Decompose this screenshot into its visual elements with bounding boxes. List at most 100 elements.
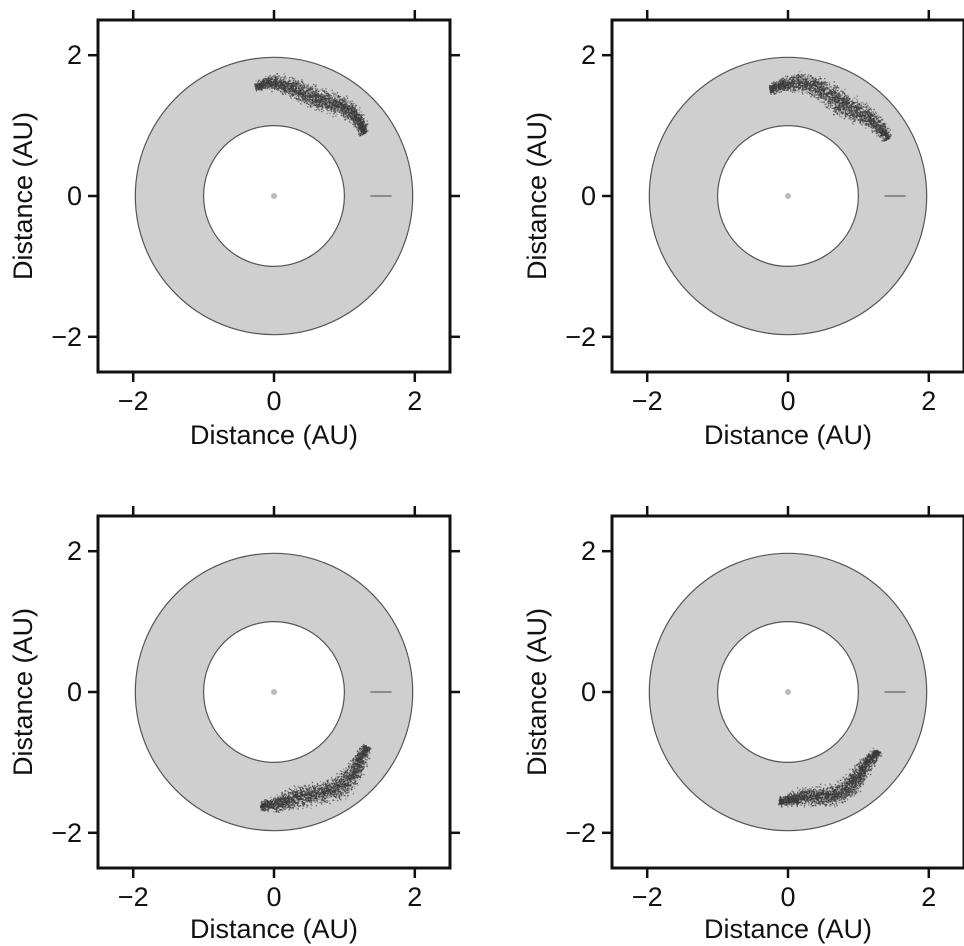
data-point [879, 121, 881, 124]
data-point [839, 106, 842, 108]
data-point [322, 100, 325, 102]
data-point [317, 90, 320, 93]
data-point [257, 86, 259, 89]
data-point [281, 91, 283, 93]
data-point [335, 108, 337, 110]
data-point [360, 129, 363, 132]
data-point [288, 81, 290, 83]
data-point [309, 96, 311, 98]
data-point [863, 110, 865, 112]
data-point [344, 106, 346, 108]
data-point [287, 82, 289, 84]
data-point [837, 101, 839, 103]
data-point [268, 77, 270, 79]
data-point [345, 113, 347, 116]
data-point [295, 88, 297, 90]
data-point [778, 84, 780, 86]
y-tick-label: 0 [67, 181, 82, 211]
data-point [288, 83, 290, 86]
data-point [848, 108, 851, 110]
data-point [817, 92, 819, 94]
data-point [829, 104, 831, 107]
data-point [356, 128, 358, 130]
data-point [879, 129, 881, 131]
data-point [857, 107, 860, 109]
data-point [862, 113, 864, 116]
data-point [336, 100, 339, 103]
data-point [264, 82, 267, 84]
data-point [313, 101, 315, 103]
data-point [268, 80, 271, 82]
data-point [843, 117, 846, 120]
data-point [308, 100, 310, 102]
data-point [852, 102, 854, 105]
data-point [267, 76, 270, 79]
data-point [770, 86, 772, 88]
data-point [861, 115, 863, 118]
data-point [311, 105, 313, 108]
data-point [882, 125, 885, 128]
data-point [795, 77, 798, 80]
data-point [354, 124, 357, 126]
data-point [852, 113, 854, 115]
data-point [877, 134, 880, 136]
data-point [885, 131, 888, 133]
data-point [793, 79, 796, 82]
data-point [289, 92, 291, 94]
data-point [845, 109, 847, 111]
data-point [860, 117, 863, 119]
data-point [260, 88, 263, 91]
data-point [773, 89, 775, 91]
data-point [804, 81, 806, 83]
data-point [363, 131, 366, 133]
data-point [277, 88, 279, 90]
data-point [310, 95, 312, 97]
data-point [792, 77, 794, 79]
data-point [790, 84, 792, 86]
data-point [326, 94, 329, 96]
data-point [842, 98, 844, 101]
data-point [270, 85, 272, 88]
data-point [826, 95, 828, 97]
data-point [783, 89, 786, 91]
data-point [838, 113, 840, 115]
data-point [300, 91, 303, 93]
data-point [828, 95, 831, 98]
data-point [306, 85, 308, 87]
data-point [344, 112, 347, 114]
data-point [799, 81, 801, 83]
data-point [795, 84, 797, 86]
data-point [342, 100, 344, 103]
data-point [874, 129, 876, 131]
data-point [344, 107, 346, 109]
data-point [778, 84, 780, 86]
data-point [309, 100, 311, 103]
data-point [884, 126, 886, 128]
data-point [773, 90, 775, 92]
data-point [356, 121, 358, 123]
data-point [353, 109, 355, 111]
data-point [348, 121, 351, 123]
data-point [337, 109, 339, 111]
data-point [275, 82, 277, 85]
data-point [851, 101, 853, 103]
data-point [277, 81, 279, 83]
data-point [845, 102, 847, 104]
data-point [871, 121, 873, 123]
data-point [268, 84, 270, 86]
data-point [794, 79, 796, 82]
data-point [808, 83, 810, 85]
data-point [328, 102, 330, 104]
data-point [864, 106, 866, 108]
data-point [874, 126, 876, 128]
data-point [322, 102, 324, 105]
data-point [824, 88, 826, 90]
data-point [830, 92, 833, 94]
data-point [353, 109, 355, 111]
data-point [287, 83, 289, 86]
data-point [329, 105, 332, 107]
data-point [306, 102, 308, 105]
data-point [860, 118, 862, 120]
data-point [881, 136, 883, 138]
data-point [302, 96, 304, 98]
